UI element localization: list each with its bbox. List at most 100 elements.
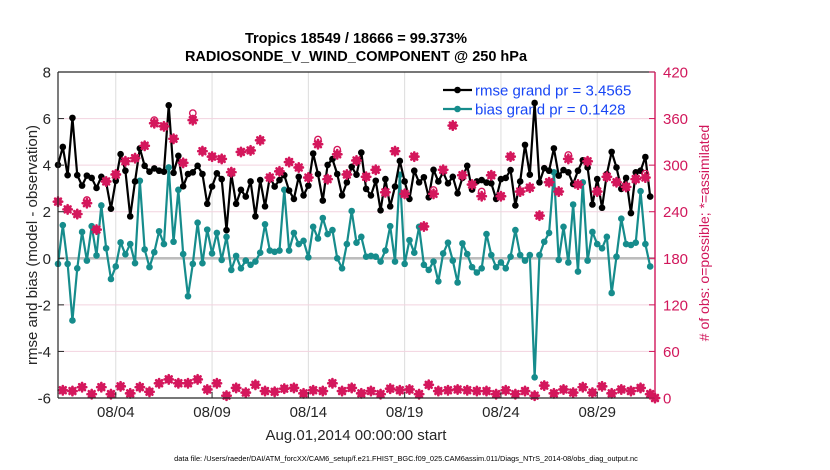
bias-point <box>93 252 100 259</box>
rmse-point <box>444 180 452 187</box>
rmse-point <box>512 202 519 209</box>
rmse-point <box>131 178 139 185</box>
bias-point <box>73 265 81 272</box>
obs-assimilated-marker <box>124 387 136 399</box>
rmse-point <box>483 179 490 186</box>
bias-line <box>56 166 652 379</box>
bias-point <box>492 263 500 271</box>
bias-point <box>126 240 134 248</box>
obs-assimilated-marker <box>182 377 194 389</box>
obs-assimilated-marker <box>495 190 507 202</box>
rmse-point <box>324 161 331 169</box>
rmse-point <box>367 192 375 199</box>
y-tick-label: 6 <box>43 111 51 128</box>
rmse-point <box>531 99 538 107</box>
rmse-point <box>343 179 351 186</box>
bias-point <box>507 253 514 260</box>
rmse-point <box>435 178 442 185</box>
obs-assimilated-marker <box>558 383 570 395</box>
bias-point <box>512 226 519 234</box>
obs-assimilated-marker <box>110 168 122 180</box>
rmse-point <box>516 178 524 185</box>
x-axis-label: Aug.01,2014 00:00:00 start <box>266 427 448 444</box>
bias-point <box>256 249 264 256</box>
bias-point <box>646 263 654 270</box>
x-tick-label: 08/19 <box>386 404 424 421</box>
obs-assimilated-marker <box>461 384 473 396</box>
bias-point <box>459 240 466 247</box>
obs-count-series <box>52 109 661 404</box>
rmse-point <box>401 178 408 185</box>
rmse-point <box>584 164 591 171</box>
obs-assimilated-marker <box>562 153 574 165</box>
bias-point <box>232 252 240 260</box>
rmse-point <box>93 184 100 192</box>
obs-assimilated-marker <box>582 155 594 167</box>
bias-point <box>439 250 447 257</box>
obs-assimilated-marker <box>71 208 83 220</box>
bias-point <box>98 202 105 209</box>
obs-assimilated-marker <box>355 387 367 399</box>
rmse-point <box>550 145 558 152</box>
obs-assimilated-marker <box>119 155 131 167</box>
obs-assimilated-marker <box>201 383 213 395</box>
rmse-point <box>555 172 563 179</box>
rmse-point <box>73 171 81 179</box>
rmse-point <box>276 176 283 184</box>
bias-point <box>338 265 346 272</box>
y2-tick-label: 240 <box>663 204 688 221</box>
obs-assimilated-marker <box>95 381 107 393</box>
bias-point <box>386 222 394 230</box>
bias-point <box>444 239 452 246</box>
obs-assimilated-marker <box>620 181 632 193</box>
rmse-point <box>377 207 384 214</box>
rmse-point <box>141 162 148 170</box>
bias-point <box>83 257 91 264</box>
legend-bias-marker-icon <box>454 105 461 113</box>
obs-assimilated-marker <box>351 154 362 166</box>
bias-point <box>228 266 235 274</box>
rmse-point <box>271 183 278 190</box>
rmse-point <box>223 226 230 234</box>
axes: 08/04 08/09 08/14 08/19 08/24 08/2986420-2-4-… <box>38 65 688 422</box>
obs-assimilated-marker <box>91 224 103 236</box>
bias-point <box>295 240 303 248</box>
bias-point <box>632 239 640 246</box>
obs-assimilated-marker <box>225 166 237 178</box>
bias-point <box>276 247 283 254</box>
rmse-point <box>348 163 355 171</box>
obs-assimilated-marker <box>591 186 603 198</box>
obs-assimilated-marker <box>615 383 627 395</box>
obs-assimilated-marker <box>76 381 88 393</box>
obs-assimilated-marker <box>577 381 589 393</box>
rmse-point <box>252 213 259 220</box>
x-tick-label: 08/09 <box>193 404 231 421</box>
obs-assimilated-marker <box>360 171 372 183</box>
obs-assimilated-marker <box>466 179 478 191</box>
rmse-point <box>319 197 327 204</box>
rmse-point <box>160 168 168 175</box>
bias-point <box>536 251 543 259</box>
bias-point <box>608 289 615 297</box>
y-tick-label: 8 <box>43 65 51 82</box>
y-tick-label: 2 <box>43 204 51 221</box>
rmse-point <box>314 170 322 178</box>
rmse-point <box>232 200 240 208</box>
rmse-point <box>358 149 365 156</box>
obs-assimilated-marker <box>168 133 180 145</box>
bias-point <box>194 219 201 226</box>
rmse-point <box>64 171 71 179</box>
bias-point <box>377 258 384 265</box>
bias-point <box>382 247 389 254</box>
y-tick-label: 4 <box>43 158 51 175</box>
rmse-point <box>208 183 216 190</box>
rmse-point <box>194 162 201 170</box>
obs-assimilated-marker <box>394 384 406 396</box>
rmse-point <box>589 201 596 208</box>
bias-point <box>261 220 269 228</box>
legend-bias-label: bias grand pr = 0.1428 <box>475 102 626 119</box>
bias-point <box>305 254 312 261</box>
obs-assimilated-marker <box>389 145 401 157</box>
obs-assimilated-marker <box>375 388 387 400</box>
